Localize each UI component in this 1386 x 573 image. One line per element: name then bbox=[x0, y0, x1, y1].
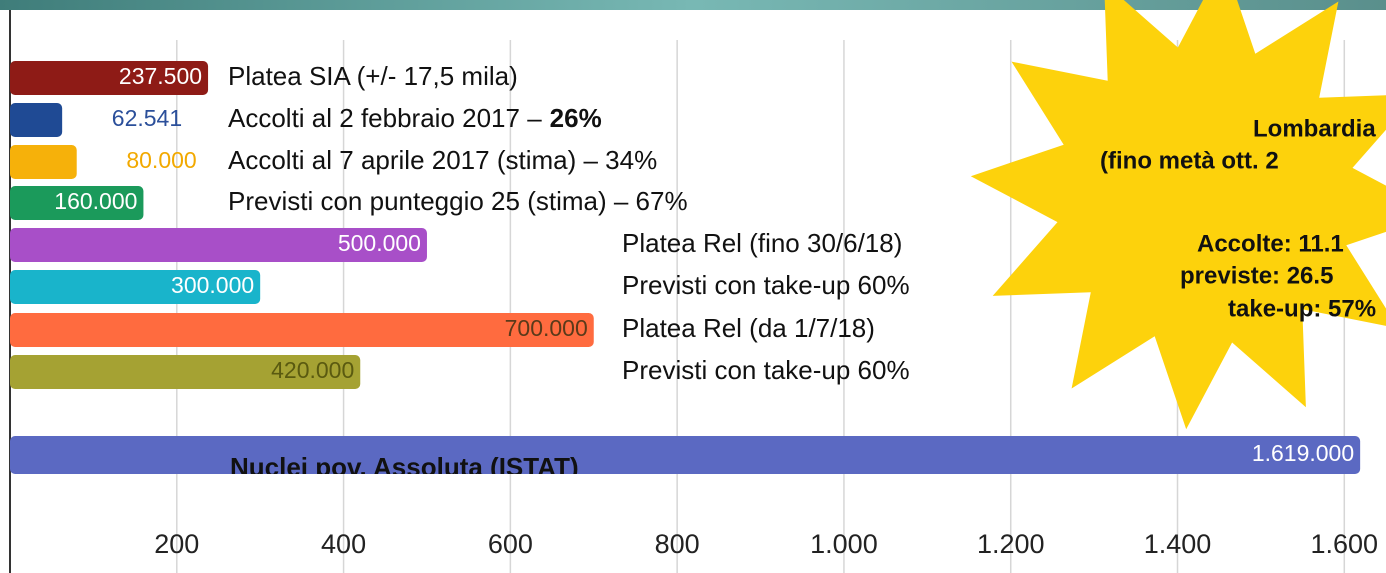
category-label: Accolti al 7 aprile 2017 (stima) – 34% bbox=[228, 145, 657, 175]
callout-text: Accolte: 11.1 bbox=[1197, 230, 1344, 257]
category-label: Nuclei pov. Assoluta (ISTAT) bbox=[230, 452, 579, 482]
x-tick-label: 1.200 bbox=[977, 529, 1045, 559]
value-label: 160.000 bbox=[54, 188, 137, 214]
category-text: Previsti con punteggio 25 (stima) – 67% bbox=[228, 186, 688, 216]
category-label: Platea Rel (fino 30/6/18) bbox=[622, 228, 902, 258]
value-label: 80.000 bbox=[126, 147, 196, 173]
x-tick-label: 800 bbox=[655, 529, 700, 559]
value-label: 300.000 bbox=[171, 272, 254, 298]
category-text: Platea Rel (da 1/7/18) bbox=[622, 313, 875, 343]
category-text: Platea SIA (+/- 17,5 mila) bbox=[228, 61, 518, 91]
value-label: 62.541 bbox=[112, 105, 182, 131]
x-tick-label: 200 bbox=[154, 529, 199, 559]
value-label: 237.500 bbox=[119, 63, 202, 89]
bar bbox=[10, 436, 1361, 474]
category-text: Accolti al 2 febbraio 2017 – bbox=[228, 103, 542, 133]
callout-text: (fino metà ott. 2 bbox=[1100, 147, 1279, 174]
bar bbox=[10, 186, 144, 220]
category-text: Previsti con take-up 60% bbox=[622, 270, 910, 300]
x-tick-label: 600 bbox=[488, 529, 533, 559]
value-label: 500.000 bbox=[338, 230, 421, 256]
category-text: Accolti al 7 aprile 2017 (stima) – 34% bbox=[228, 145, 657, 175]
bar bbox=[10, 355, 361, 389]
x-tick-label: 400 bbox=[321, 529, 366, 559]
x-tick-label: 1.400 bbox=[1144, 529, 1212, 559]
value-label: 700.000 bbox=[505, 315, 588, 341]
bar bbox=[10, 313, 594, 347]
category-label: Accolti al 2 febbraio 2017 – 26% bbox=[228, 103, 602, 133]
callout-text: previste: 26.5 bbox=[1180, 262, 1333, 289]
category-label: Previsti con take-up 60% bbox=[622, 270, 910, 300]
value-label: 1.619.000 bbox=[1252, 440, 1354, 466]
category-text: Platea Rel (fino 30/6/18) bbox=[622, 228, 902, 258]
value-label: 420.000 bbox=[271, 357, 354, 383]
bar bbox=[10, 270, 261, 304]
bar bbox=[10, 103, 63, 137]
x-tick-label: 1.000 bbox=[810, 529, 878, 559]
category-emphasis: 26% bbox=[550, 103, 602, 133]
category-label: Platea Rel (da 1/7/18) bbox=[622, 313, 875, 343]
bar bbox=[10, 145, 77, 179]
category-text: Previsti con take-up 60% bbox=[622, 355, 910, 385]
callout-text: Lombardia bbox=[1253, 115, 1376, 142]
callout-text: take-up: 57% bbox=[1228, 295, 1376, 322]
bar bbox=[10, 61, 209, 95]
top-strip bbox=[0, 0, 1386, 10]
x-tick-label: 1.600 bbox=[1311, 529, 1379, 559]
starburst bbox=[970, 0, 1386, 430]
bar bbox=[10, 228, 427, 262]
category-label: Previsti con take-up 60% bbox=[622, 355, 910, 385]
category-label: Platea SIA (+/- 17,5 mila) bbox=[228, 61, 518, 91]
category-label: Previsti con punteggio 25 (stima) – 67% bbox=[228, 186, 688, 216]
